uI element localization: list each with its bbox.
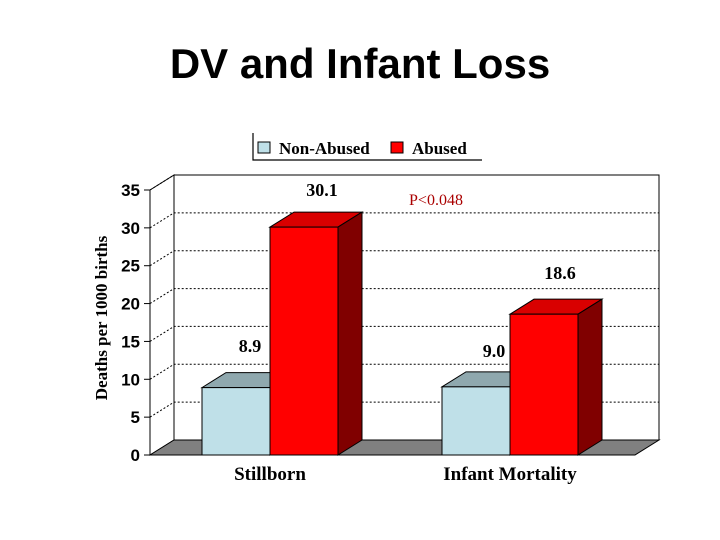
- data-label: 9.0: [483, 341, 506, 361]
- gridline: [149, 212, 659, 229]
- bar-abused: [269, 226, 339, 456]
- bar-abused-side: [337, 211, 363, 456]
- bar-abused: [509, 313, 579, 456]
- data-label: 18.6: [544, 263, 576, 283]
- chart-x-axis: Stillborn Infant Mortality: [234, 464, 577, 485]
- legend-frame: [252, 133, 482, 161]
- y-tick-label: 30: [121, 219, 140, 238]
- legend-swatch: [257, 141, 271, 154]
- chart-y-axis: 0 5 10 15 20 25 30 35: [121, 181, 151, 465]
- bar-non-abused: [201, 387, 271, 456]
- significance-annotation: P<0.048: [409, 192, 463, 209]
- data-label: 30.1: [306, 180, 338, 200]
- x-tick-label: Infant Mortality: [443, 464, 577, 485]
- gridline: [149, 401, 659, 418]
- y-tick-label: 35: [121, 181, 140, 200]
- gridline: [149, 174, 659, 191]
- chart-bars: [200, 211, 604, 456]
- gridline: [149, 288, 659, 304]
- y-tick-label: 25: [121, 257, 140, 276]
- y-tick-label: 10: [121, 370, 140, 389]
- left-wall: [149, 174, 175, 456]
- legend-swatch: [390, 141, 404, 154]
- slide-title: DV and Infant Loss: [169, 40, 551, 87]
- bar-abused-side: [577, 298, 603, 456]
- legend-label: Abused: [412, 139, 467, 158]
- y-tick-label: 20: [121, 295, 140, 314]
- chart-gridlines: [149, 174, 659, 418]
- x-tick-label: Stillborn: [234, 464, 306, 485]
- gridline: [149, 325, 659, 342]
- chart-data-labels: 8.9 30.1 9.0 18.6: [239, 180, 576, 361]
- gridline: [149, 363, 659, 380]
- y-tick-label: 5: [131, 408, 140, 427]
- data-label: 8.9: [239, 336, 262, 356]
- bar-non-abused: [441, 386, 511, 456]
- y-tick-label: 0: [131, 446, 140, 465]
- chart-legend: Non-Abused Abused: [252, 133, 482, 161]
- y-tick-label: 15: [121, 332, 140, 351]
- gridline: [149, 250, 659, 267]
- legend-label: Non-Abused: [279, 139, 370, 158]
- y-axis-title: Deaths per 1000 births: [92, 235, 111, 400]
